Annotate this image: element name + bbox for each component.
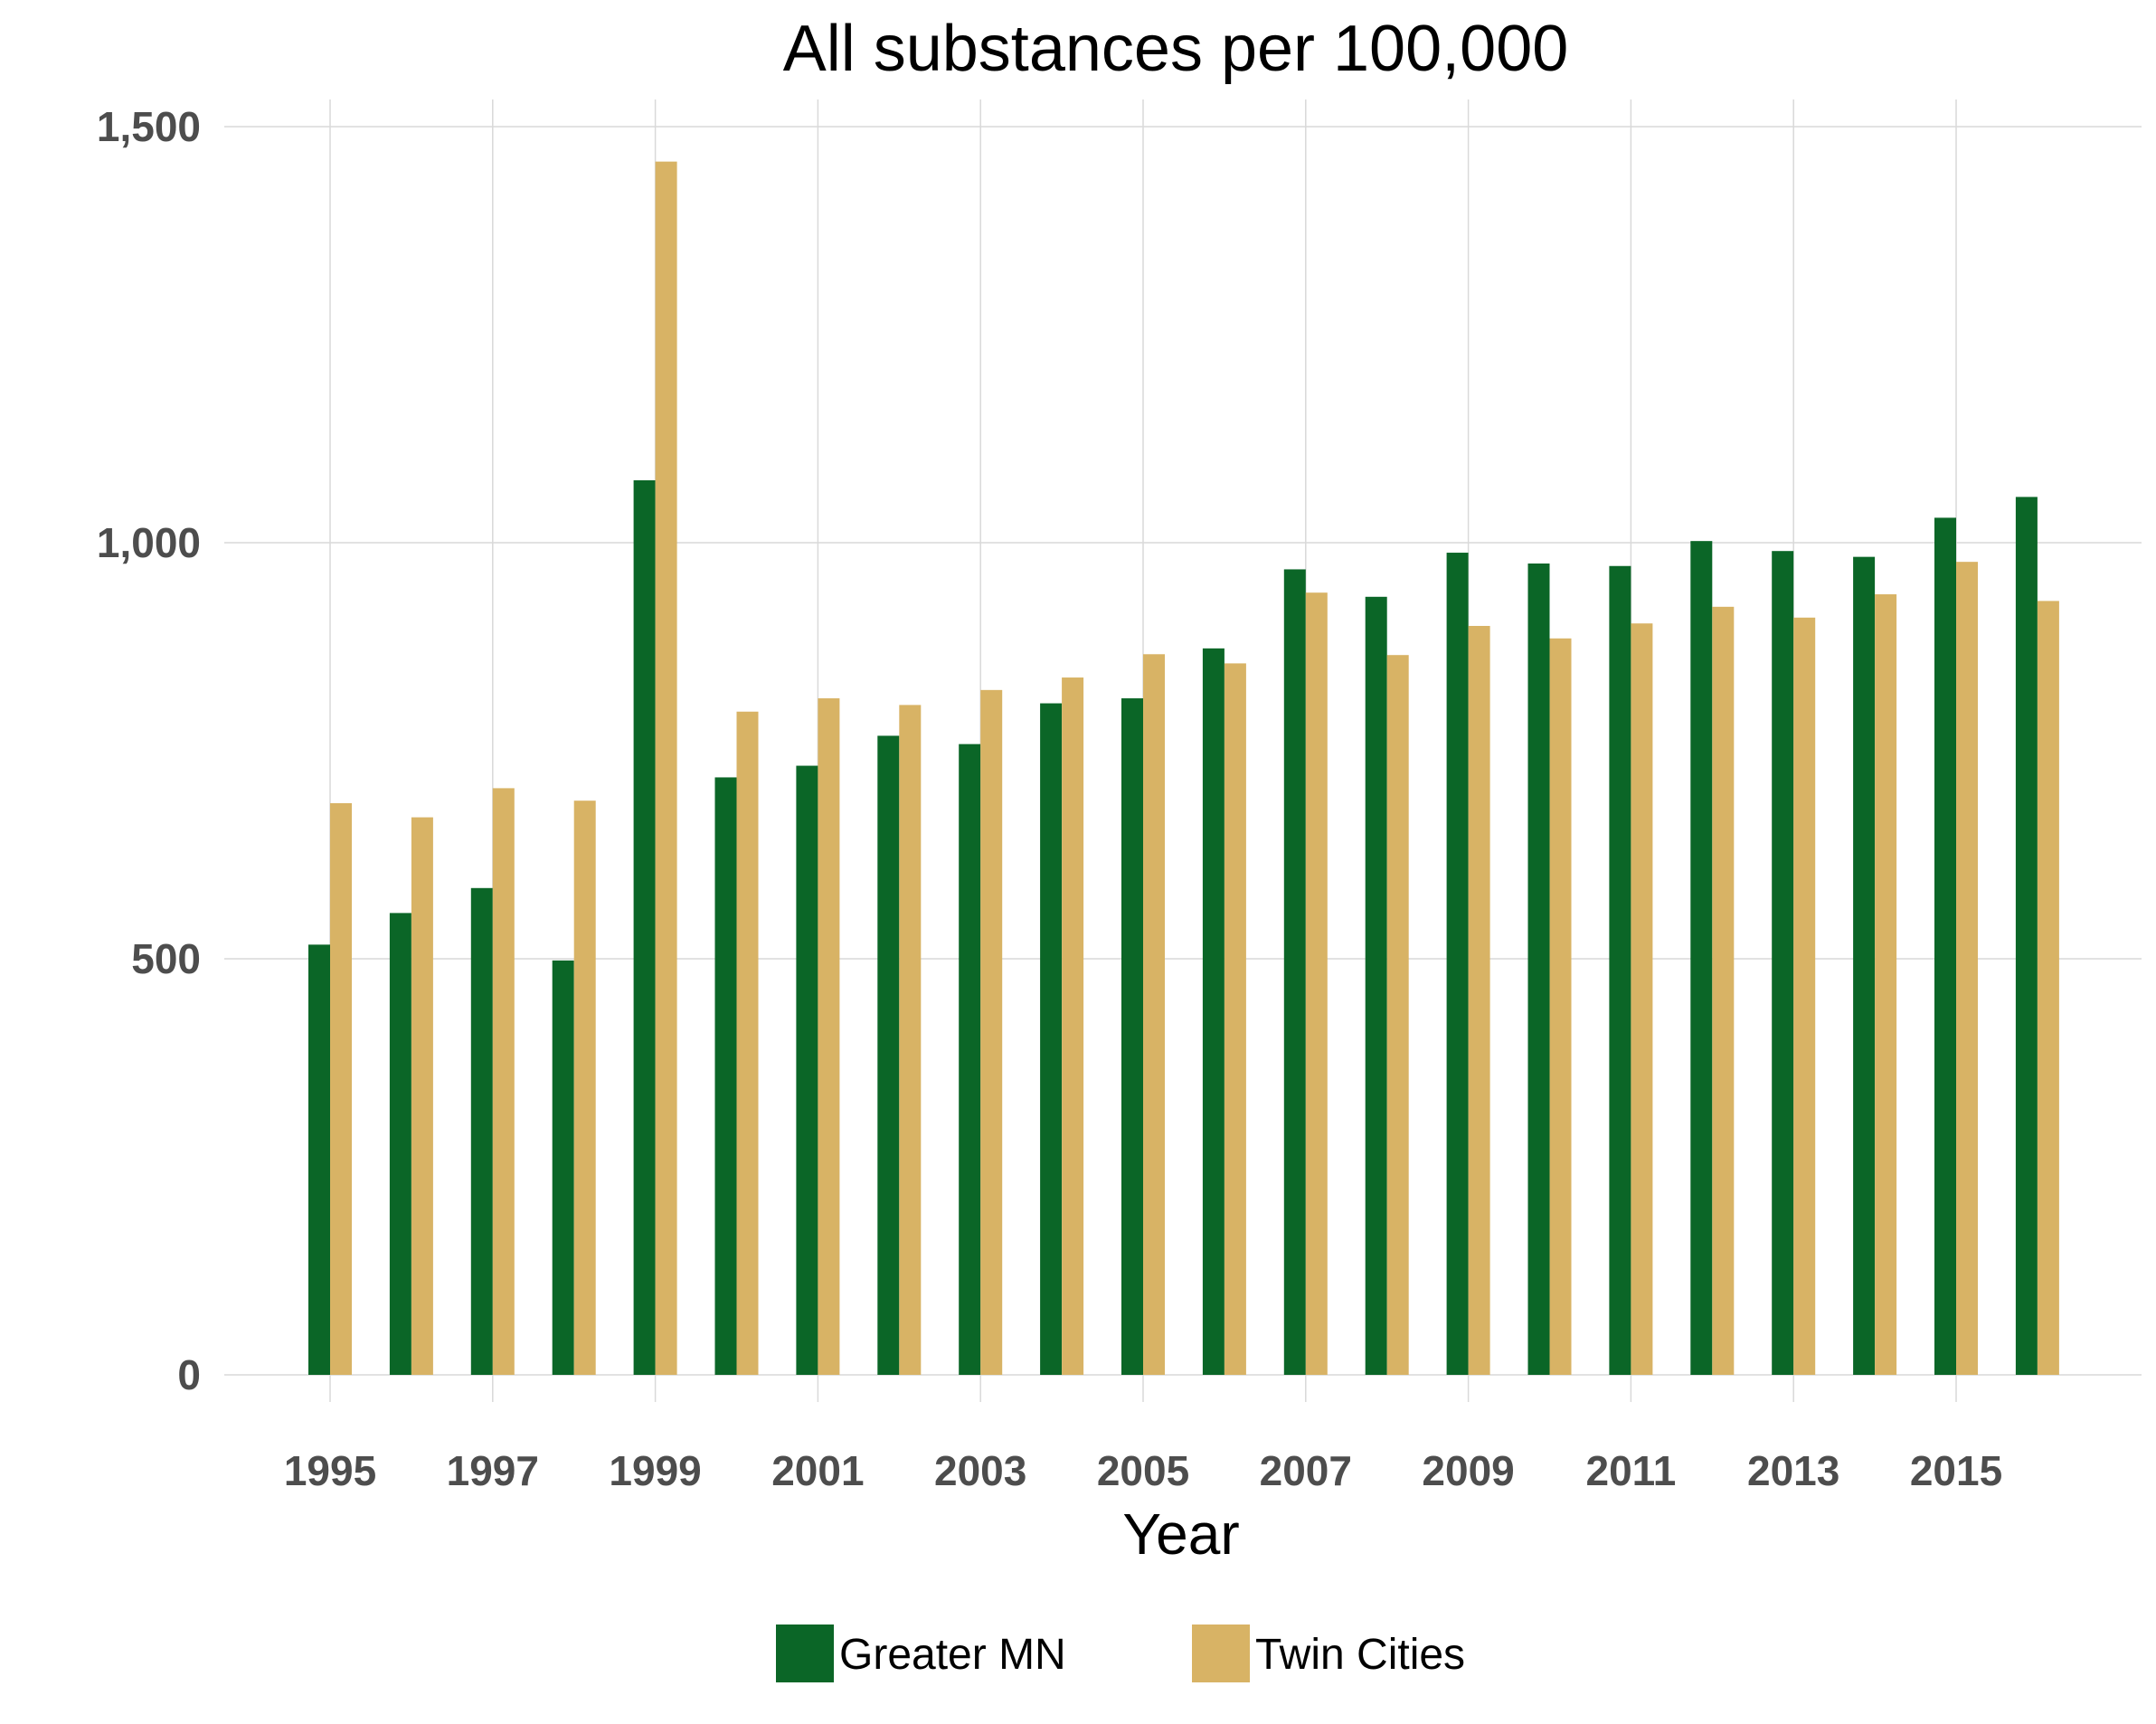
x-tick-label: 1999 bbox=[609, 1447, 701, 1494]
x-tick-label: 2009 bbox=[1422, 1447, 1514, 1494]
y-axis-ticks: 0 500 1,000 1,500 bbox=[97, 103, 201, 1398]
bar-greater-mn bbox=[308, 944, 330, 1375]
y-tick-label: 1,000 bbox=[97, 519, 201, 566]
bar-twin-cities bbox=[818, 698, 840, 1375]
bar-greater-mn bbox=[1690, 541, 1713, 1375]
legend-key bbox=[1192, 1625, 1250, 1682]
bar-greater-mn bbox=[1853, 556, 1876, 1375]
bar-twin-cities bbox=[1793, 617, 1816, 1375]
bar-twin-cities bbox=[1875, 594, 1897, 1375]
legend-label: Twin Cities bbox=[1255, 1631, 1465, 1679]
bar-greater-mn bbox=[959, 744, 981, 1375]
x-axis-ticks: 1995 1997 1999 2001 2003 2005 2007 2009 2011 2013… bbox=[284, 1447, 2002, 1494]
x-tick-label: 2001 bbox=[771, 1447, 864, 1494]
bar-twin-cities bbox=[1956, 562, 1978, 1375]
bar-twin-cities bbox=[655, 161, 677, 1375]
y-tick-label: 1,500 bbox=[97, 103, 201, 150]
x-axis-title: Year bbox=[1122, 1501, 1239, 1567]
bar-greater-mn bbox=[1527, 564, 1550, 1375]
bar-twin-cities bbox=[1305, 592, 1328, 1375]
bar-greater-mn bbox=[552, 960, 574, 1375]
legend-key bbox=[776, 1625, 834, 1682]
legend-label: Greater MN bbox=[839, 1631, 1066, 1679]
bar-greater-mn bbox=[1446, 553, 1469, 1375]
bar-greater-mn bbox=[1283, 569, 1306, 1375]
bar-twin-cities bbox=[1143, 654, 1165, 1375]
bar-twin-cities bbox=[411, 817, 433, 1375]
bar-greater-mn bbox=[877, 735, 900, 1375]
legend: Greater MN Twin Cities bbox=[776, 1625, 1465, 1682]
bar-twin-cities bbox=[1631, 623, 1653, 1375]
bar-twin-cities bbox=[980, 689, 1003, 1375]
bar-greater-mn bbox=[389, 913, 411, 1375]
chart-title: All substances per 100,000 bbox=[783, 13, 1569, 85]
x-tick-label: 1995 bbox=[284, 1447, 376, 1494]
bar-greater-mn bbox=[470, 887, 493, 1375]
bar-twin-cities bbox=[1386, 655, 1409, 1375]
bar-greater-mn bbox=[2015, 497, 2038, 1375]
bar-twin-cities bbox=[492, 788, 515, 1375]
bar-greater-mn bbox=[1040, 703, 1063, 1375]
bar-greater-mn bbox=[1202, 648, 1225, 1375]
y-tick-label: 0 bbox=[177, 1351, 201, 1398]
bar-greater-mn bbox=[1121, 698, 1143, 1375]
x-tick-label: 2015 bbox=[1910, 1447, 2002, 1494]
bar-greater-mn bbox=[796, 765, 818, 1375]
x-tick-label: 1997 bbox=[447, 1447, 539, 1494]
x-tick-label: 2007 bbox=[1260, 1447, 1352, 1494]
bar-greater-mn bbox=[1772, 551, 1794, 1375]
bar-greater-mn bbox=[1609, 565, 1631, 1375]
bar-twin-cities bbox=[1549, 638, 1572, 1375]
bars-layer bbox=[308, 161, 2059, 1375]
bar-greater-mn bbox=[1365, 596, 1387, 1375]
x-tick-label: 2005 bbox=[1097, 1447, 1189, 1494]
bar-twin-cities bbox=[899, 705, 922, 1375]
bar-twin-cities bbox=[1712, 606, 1735, 1375]
x-tick-label: 2013 bbox=[1747, 1447, 1839, 1494]
bar-twin-cities bbox=[1062, 677, 1084, 1375]
x-tick-label: 2011 bbox=[1586, 1447, 1677, 1494]
x-tick-label: 2003 bbox=[934, 1447, 1026, 1494]
bar-twin-cities bbox=[1224, 663, 1246, 1375]
bar-greater-mn bbox=[714, 777, 737, 1375]
y-tick-label: 500 bbox=[131, 935, 201, 982]
bar-twin-cities bbox=[1468, 626, 1490, 1375]
bar-greater-mn bbox=[633, 480, 656, 1375]
bar-twin-cities bbox=[2037, 601, 2059, 1375]
bar-twin-cities bbox=[330, 802, 352, 1375]
bar-twin-cities bbox=[573, 800, 596, 1375]
bar-greater-mn bbox=[1934, 517, 1956, 1375]
bar-twin-cities bbox=[736, 711, 759, 1375]
